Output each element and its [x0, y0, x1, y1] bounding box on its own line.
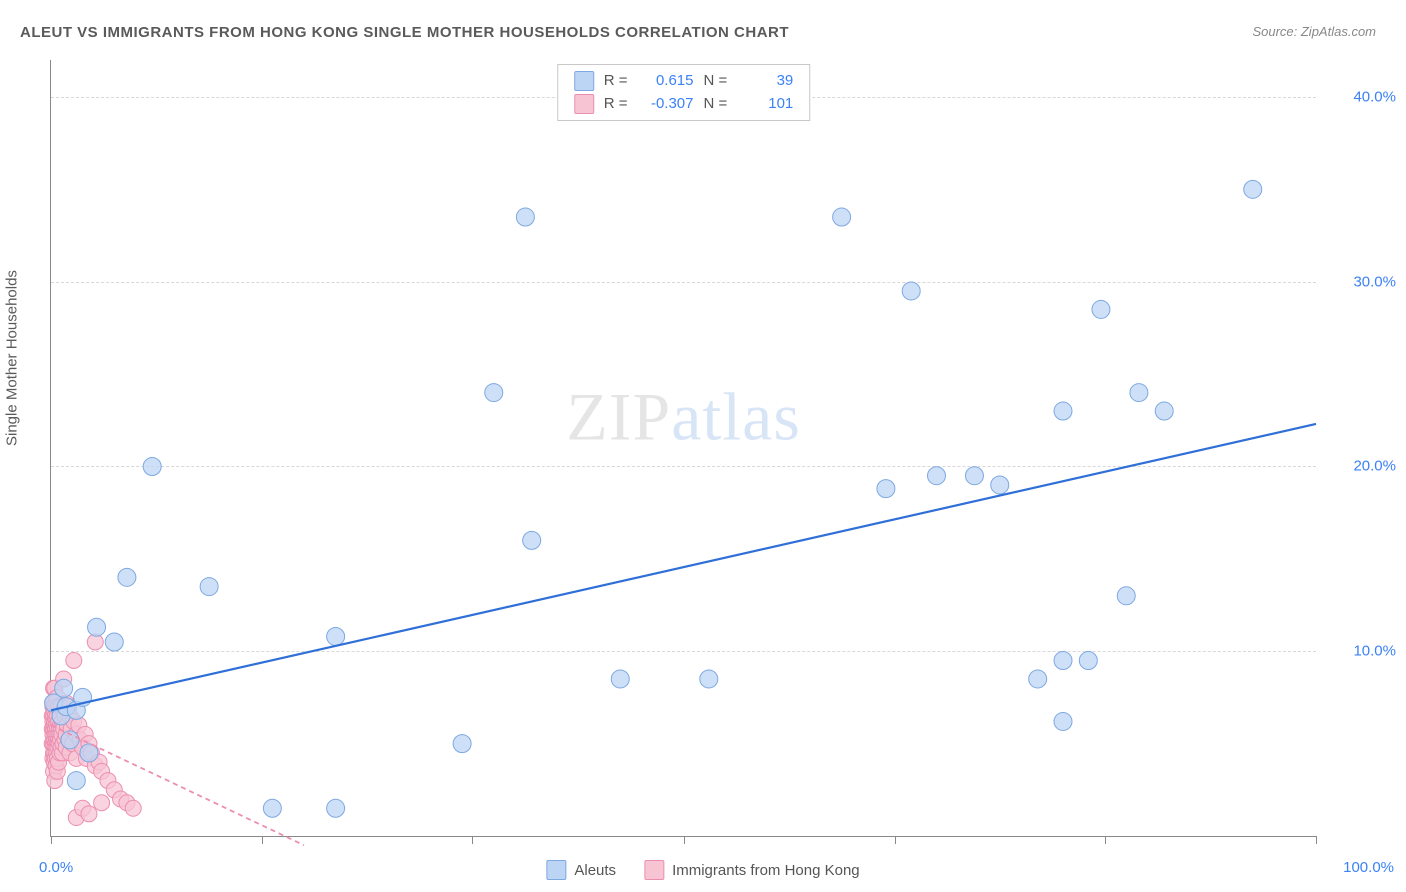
r-label: R = — [604, 70, 628, 93]
legend-swatch-hk — [644, 860, 664, 880]
correlation-chart: ALEUT VS IMMIGRANTS FROM HONG KONG SINGL… — [0, 0, 1406, 892]
data-point — [1079, 651, 1097, 669]
data-point — [1092, 300, 1110, 318]
data-point — [833, 208, 851, 226]
scatter-svg — [51, 60, 1316, 836]
data-point — [965, 467, 983, 485]
source-attribution: Source: ZipAtlas.com — [1252, 24, 1376, 39]
data-point — [105, 633, 123, 651]
data-point — [928, 467, 946, 485]
data-point — [700, 670, 718, 688]
plot-area: ZIPatlas 0.0% 100.0% R = 0.615 N = 39 R … — [50, 60, 1316, 837]
x-tick — [51, 836, 52, 844]
data-point — [516, 208, 534, 226]
data-point — [66, 652, 82, 668]
data-point — [327, 799, 345, 817]
data-point — [94, 795, 110, 811]
data-point — [1155, 402, 1173, 420]
data-point — [143, 457, 161, 475]
trend-line — [51, 725, 304, 845]
x-tick — [684, 836, 685, 844]
data-point — [118, 568, 136, 586]
x-tick — [262, 836, 263, 844]
legend-item-hk: Immigrants from Hong Kong — [644, 860, 860, 880]
legend-label-aleuts: Aleuts — [574, 862, 616, 879]
data-point — [88, 618, 106, 636]
y-tick-label: 20.0% — [1326, 458, 1396, 475]
data-point — [263, 799, 281, 817]
r-label: R = — [604, 93, 628, 116]
data-point — [125, 800, 141, 816]
x-tick — [1316, 836, 1317, 844]
x-axis-max-label: 100.0% — [1343, 859, 1394, 876]
n-value-hk: 101 — [737, 93, 793, 116]
stats-row-aleuts: R = 0.615 N = 39 — [574, 70, 794, 93]
x-tick — [1105, 836, 1106, 844]
x-axis-min-label: 0.0% — [39, 859, 73, 876]
data-point — [1130, 384, 1148, 402]
data-point — [1054, 712, 1072, 730]
swatch-hk — [574, 94, 594, 114]
data-point — [1029, 670, 1047, 688]
y-axis-label: Single Mother Households — [4, 270, 21, 446]
data-point — [67, 772, 85, 790]
y-tick-label: 40.0% — [1326, 88, 1396, 105]
legend-item-aleuts: Aleuts — [546, 860, 616, 880]
n-label: N = — [704, 70, 728, 93]
data-point — [81, 806, 97, 822]
x-tick — [472, 836, 473, 844]
legend-label-hk: Immigrants from Hong Kong — [672, 862, 860, 879]
data-point — [453, 735, 471, 753]
bottom-legend: Aleuts Immigrants from Hong Kong — [546, 860, 859, 880]
data-point — [611, 670, 629, 688]
data-point — [991, 476, 1009, 494]
legend-swatch-aleuts — [546, 860, 566, 880]
r-value-aleuts: 0.615 — [638, 70, 694, 93]
data-point — [1054, 651, 1072, 669]
y-tick-label: 10.0% — [1326, 643, 1396, 660]
swatch-aleuts — [574, 71, 594, 91]
data-point — [55, 679, 73, 697]
data-point — [327, 627, 345, 645]
n-label: N = — [704, 93, 728, 116]
data-point — [902, 282, 920, 300]
data-point — [1054, 402, 1072, 420]
x-tick — [895, 836, 896, 844]
stats-row-hk: R = -0.307 N = 101 — [574, 93, 794, 116]
data-point — [1117, 587, 1135, 605]
data-point — [485, 384, 503, 402]
data-point — [200, 578, 218, 596]
n-value-aleuts: 39 — [737, 70, 793, 93]
r-value-hk: -0.307 — [638, 93, 694, 116]
stats-legend-box: R = 0.615 N = 39 R = -0.307 N = 101 — [557, 64, 811, 121]
data-point — [1244, 180, 1262, 198]
chart-title: ALEUT VS IMMIGRANTS FROM HONG KONG SINGL… — [20, 24, 789, 41]
y-tick-label: 30.0% — [1326, 273, 1396, 290]
data-point — [523, 531, 541, 549]
data-point — [877, 480, 895, 498]
trend-line — [51, 424, 1316, 710]
